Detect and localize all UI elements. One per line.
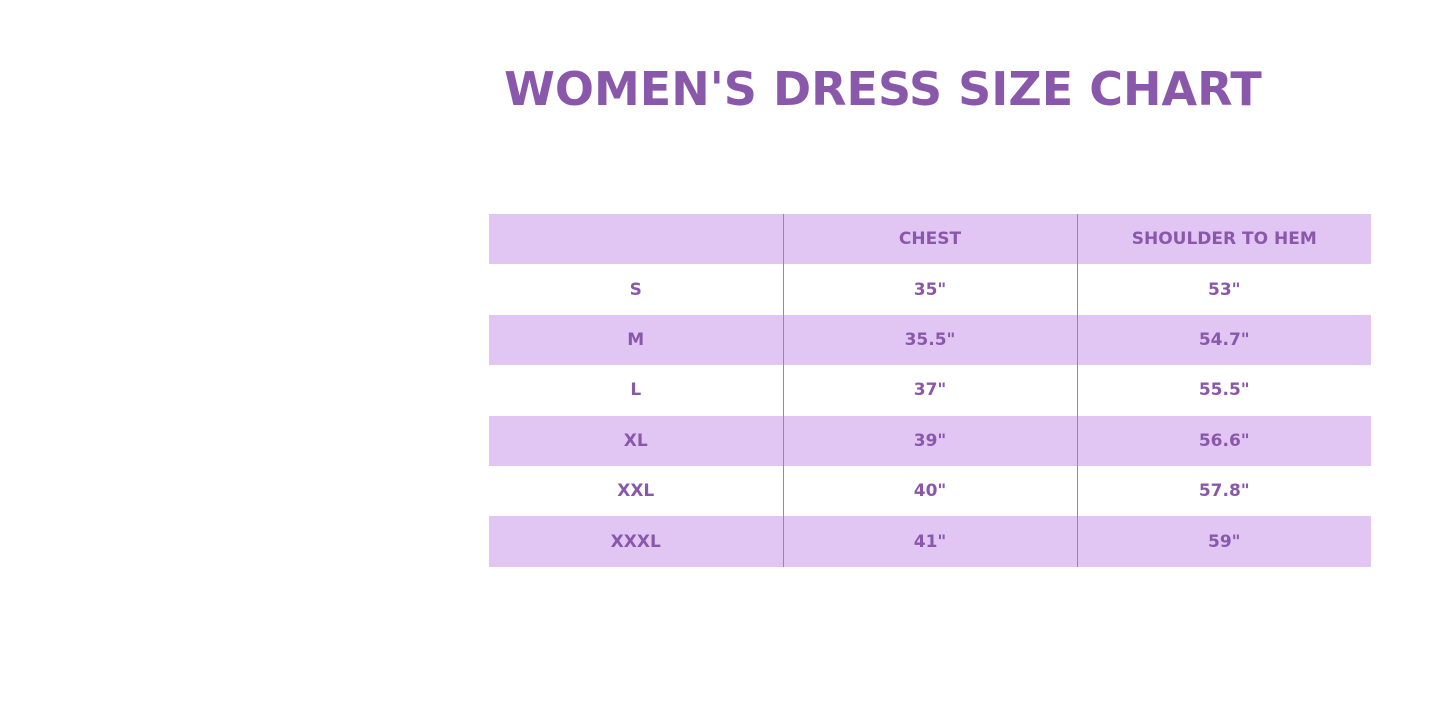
chest-cell: 41" [782, 516, 1077, 567]
table-row: S 35" 53" [489, 264, 1371, 315]
header-size [489, 214, 783, 265]
chest-cell: 37" [782, 365, 1077, 416]
size-cell: XL [489, 415, 783, 466]
chest-cell: 35" [782, 264, 1077, 315]
length-cell: 59" [1076, 516, 1371, 567]
length-cell: 56.6" [1076, 415, 1371, 466]
size-cell: M [489, 314, 783, 366]
table-row: XXL 40" 57.8" [489, 465, 1371, 517]
length-cell: 54.7" [1076, 314, 1371, 366]
table-header-row: CHEST SHOULDER TO HEM [489, 214, 1371, 265]
length-cell: 57.8" [1076, 465, 1371, 517]
chest-cell: 39" [782, 415, 1077, 466]
size-cell: XXXL [489, 516, 783, 567]
header-chest: CHEST [782, 214, 1077, 265]
size-chart-table: CHEST SHOULDER TO HEM S 35" 53" M 35.5" … [489, 214, 1371, 567]
header-shoulder-to-hem: SHOULDER TO HEM [1076, 214, 1371, 265]
length-cell: 53" [1076, 264, 1371, 315]
chest-cell: 35.5" [782, 314, 1077, 366]
size-cell: XXL [617, 481, 655, 502]
size-cell: L [630, 380, 642, 401]
table-row: XXXL 41" 59" [489, 516, 1371, 567]
table-row: M 35.5" 54.7" [489, 314, 1371, 366]
page-title: WOMEN'S DRESS SIZE CHART [504, 62, 1262, 116]
length-cell: 55.5" [1076, 365, 1371, 416]
table-row: XL 39" 56.6" [489, 415, 1371, 466]
chest-cell: 40" [782, 465, 1077, 517]
size-cell: S [629, 279, 642, 300]
table-row: L 37" 55.5" [489, 365, 1371, 416]
